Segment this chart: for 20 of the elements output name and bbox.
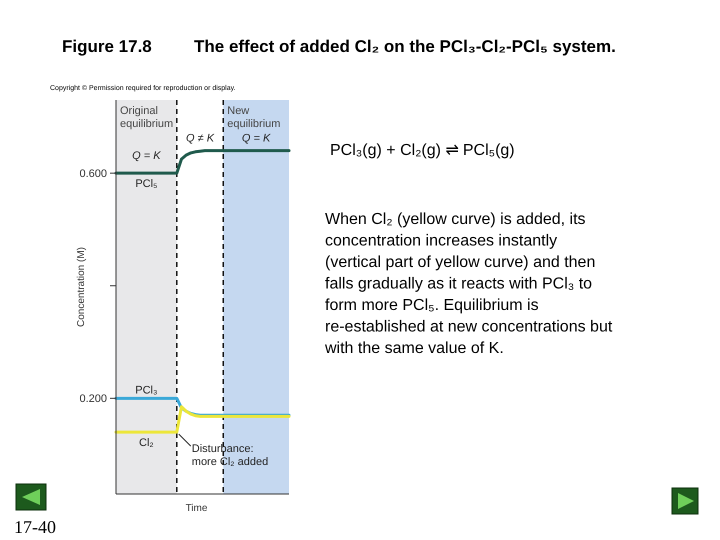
line-series <box>114 149 290 175</box>
text: The effect of added Cl₂ on the PCl₃-Cl₂-PCl₅ system. <box>194 37 616 56</box>
series-label: PCl₅ <box>135 178 158 190</box>
text: When Cl₂ (yellow curve) is added, its concentration increases instantly (vertical part of yellow curve) and then falls gradually as it reacts with PCl₃ to form more PCl₅. Equilibrium is re-established at new concentrations but with the same value of K. <box>324 211 613 357</box>
line-series <box>114 405 290 434</box>
x-axis-title: Time <box>186 503 208 514</box>
annotation: Disturbance: more Cl₂ added <box>192 443 268 468</box>
annotation: Q ≠ K <box>186 132 215 145</box>
text: 17-40 <box>14 517 56 537</box>
series-label: PCl₃ <box>135 384 158 396</box>
annotation: Original equilibrium <box>120 105 174 130</box>
text: PCl₃(g) + Cl₂(g) ⇌ PCl₅(g) <box>330 142 515 159</box>
annotation: Q = K <box>132 150 162 162</box>
annotation: New equilibrium <box>227 105 280 130</box>
y-tick-label: 0.200 <box>79 393 107 406</box>
y-tick-label: 0.600 <box>79 168 107 180</box>
y-axis-title: Concentration (M) <box>76 246 87 328</box>
chart-subtitle: Figure 17.8 <box>62 37 152 56</box>
annotation: Q = K <box>242 132 272 145</box>
series-label: Cl₂ <box>139 437 154 450</box>
